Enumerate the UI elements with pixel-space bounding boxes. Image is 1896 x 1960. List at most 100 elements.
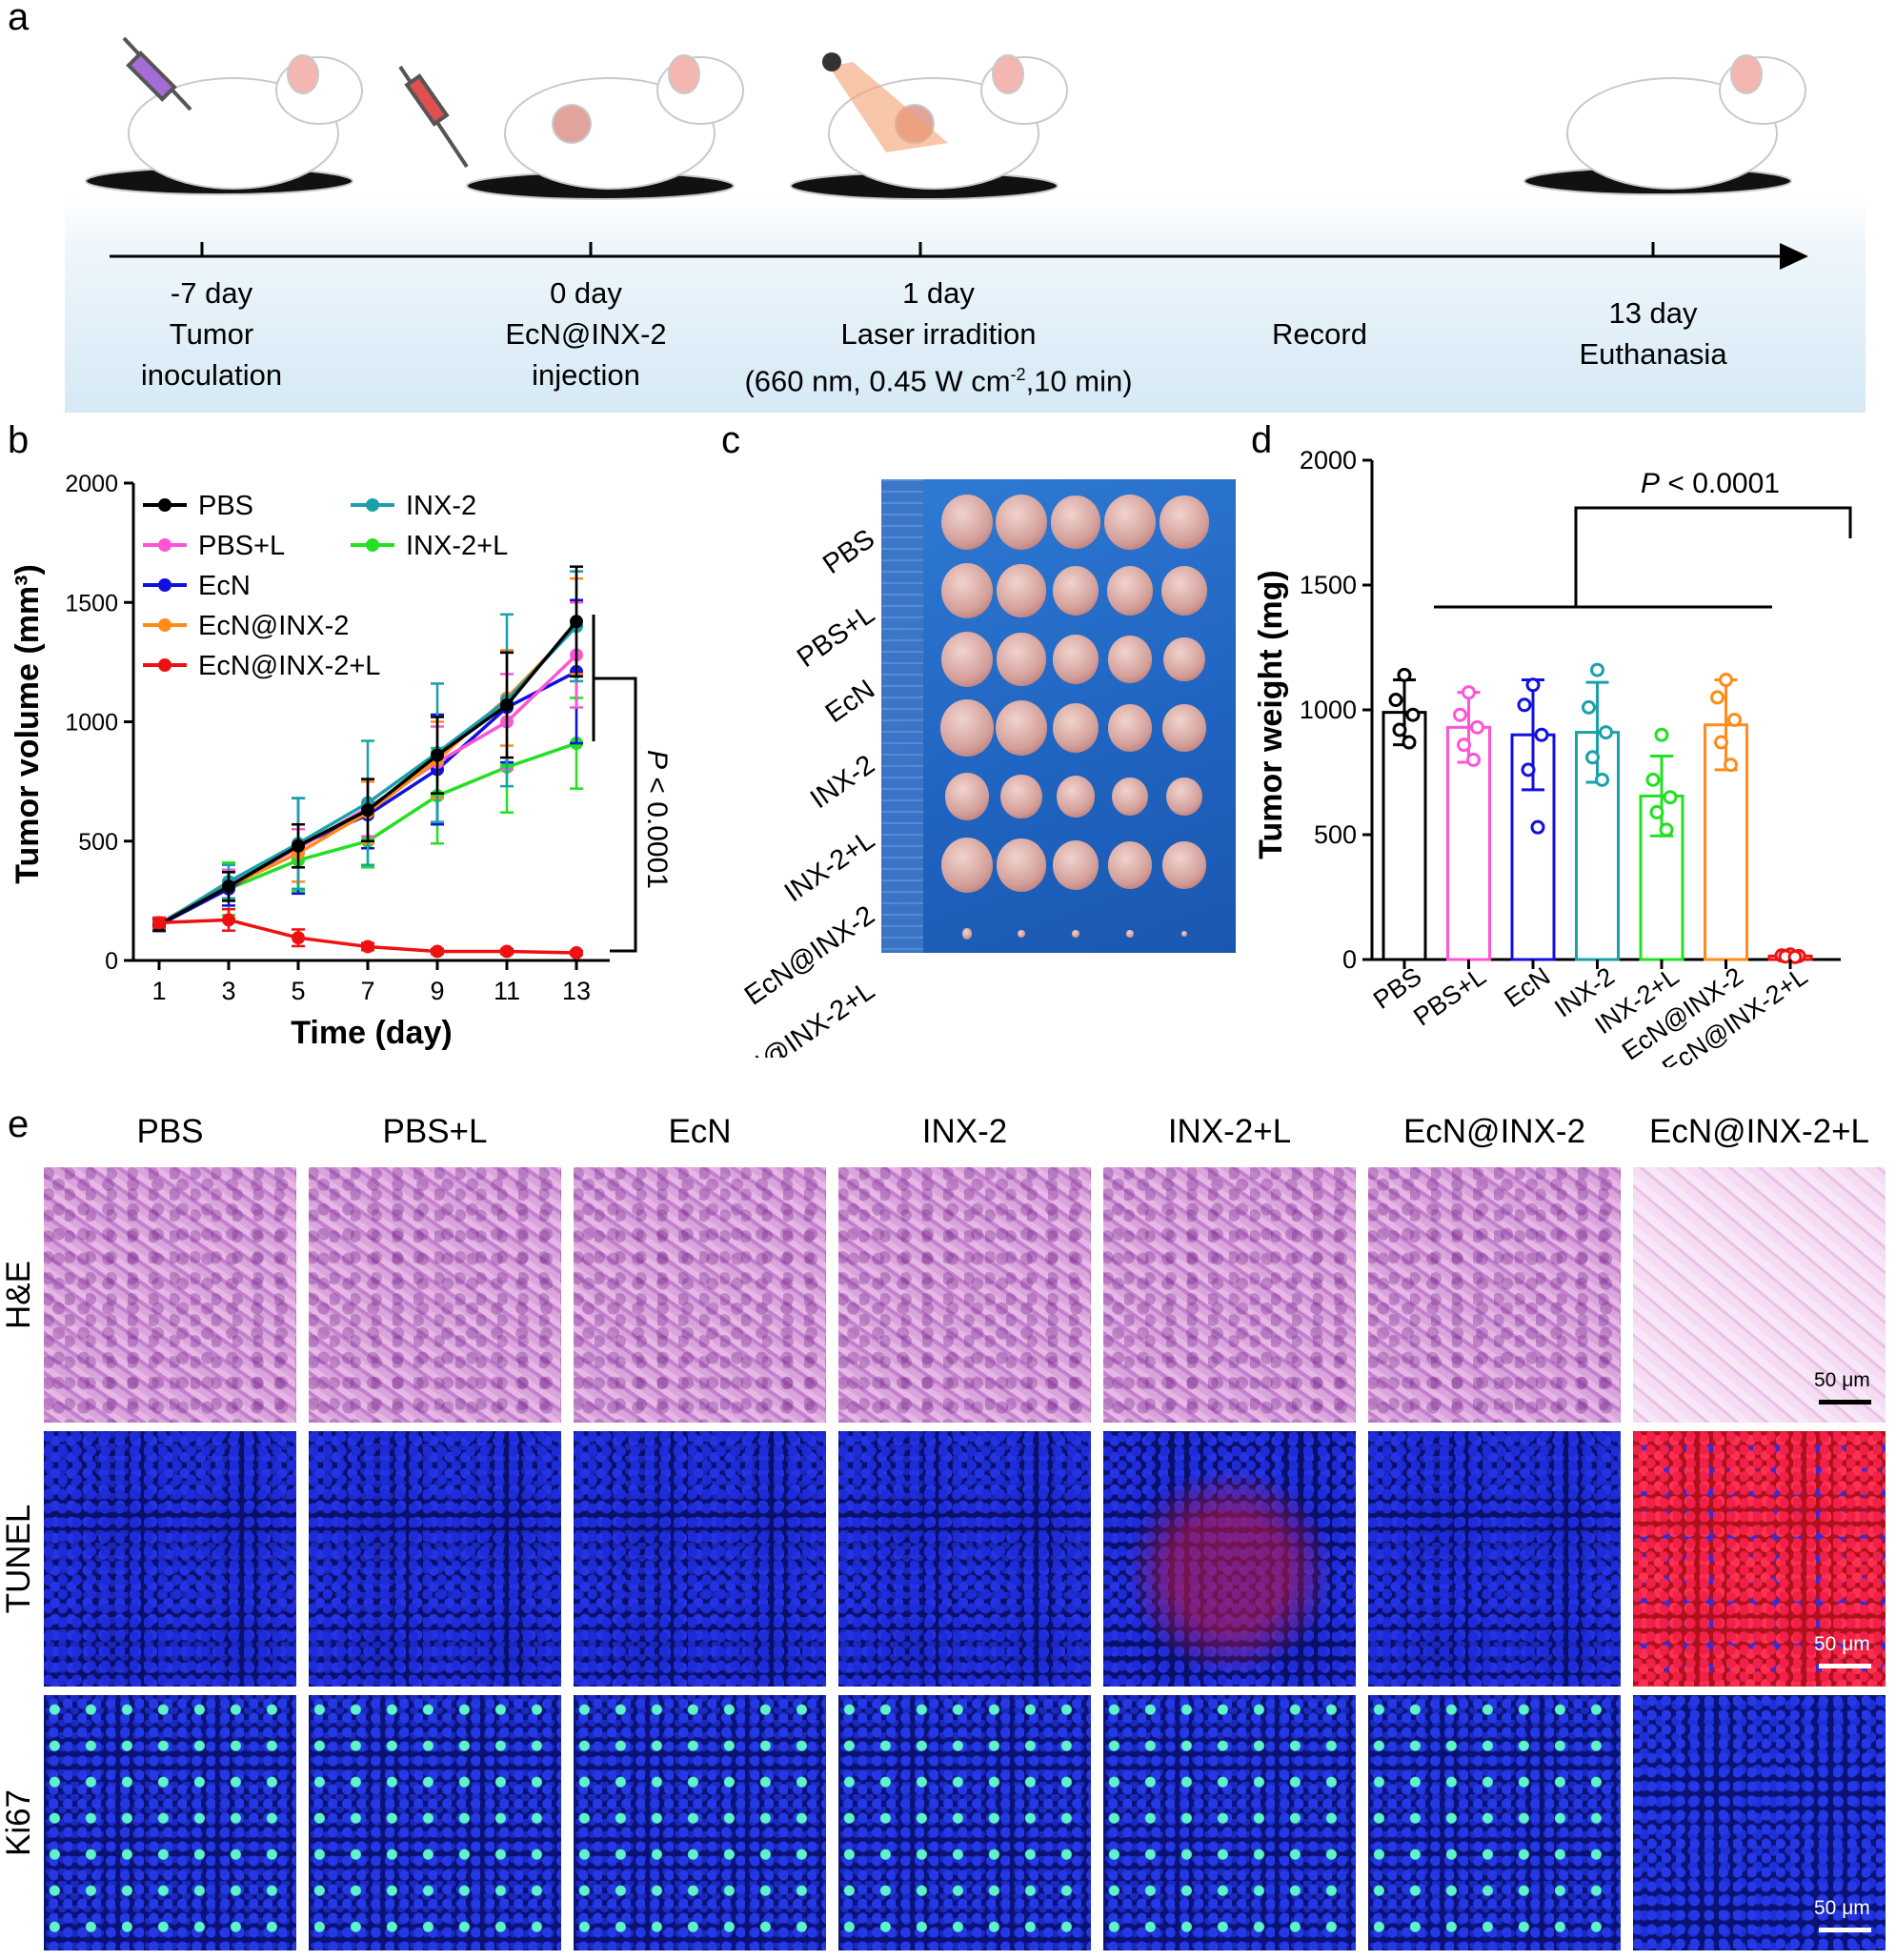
syringe-icon-1 bbox=[122, 36, 192, 111]
tumor-sample bbox=[941, 495, 993, 550]
y-tick-label: 500 bbox=[78, 829, 118, 856]
histology-image bbox=[1103, 1167, 1356, 1423]
histology-column-title: EcN@INX-2+L bbox=[1648, 1113, 1870, 1150]
y-tick-label: 1500 bbox=[1300, 571, 1357, 599]
tumor-sample bbox=[1104, 495, 1156, 550]
scale-bar bbox=[1819, 1664, 1871, 1668]
legend-label: INX-2 bbox=[406, 491, 476, 521]
data-point bbox=[1534, 727, 1549, 742]
tumor-sample bbox=[1106, 565, 1154, 616]
tumor-sample bbox=[1180, 930, 1188, 938]
data-point bbox=[1787, 949, 1803, 964]
histology-image bbox=[838, 1695, 1091, 1950]
x-tick-label: 3 bbox=[221, 977, 235, 1005]
data-point bbox=[500, 697, 514, 712]
data-point bbox=[1595, 772, 1609, 787]
bar-group-PBS+L bbox=[1446, 685, 1491, 961]
timeline-event-0: 0 day EcN@INX-2 injection bbox=[505, 276, 667, 392]
tumor-sample bbox=[941, 632, 993, 687]
histology-image bbox=[1633, 1431, 1886, 1687]
tumor-sample bbox=[1052, 702, 1099, 754]
p-value-label: P < 0.0001 bbox=[641, 750, 673, 889]
photo-row-label: EcN bbox=[820, 675, 880, 730]
histology-image bbox=[1633, 1695, 1886, 1950]
y-tick-label: 1000 bbox=[1300, 696, 1357, 724]
tumor-sample bbox=[1056, 776, 1096, 818]
histology-column-title: EcN bbox=[668, 1113, 732, 1150]
data-point bbox=[1599, 725, 1613, 740]
scale-bar-label: 50 μm bbox=[1814, 1897, 1870, 1919]
histology-column-title: INX-2+L bbox=[1167, 1113, 1292, 1150]
data-point bbox=[1724, 758, 1738, 773]
photo-row-label: PBS bbox=[817, 524, 880, 580]
timeline-event-minus7: -7 day Tumor inoculation bbox=[140, 276, 283, 392]
laser-icon bbox=[822, 52, 948, 152]
scale-bar bbox=[1819, 1928, 1871, 1932]
histology-image bbox=[309, 1431, 561, 1687]
data-point bbox=[1388, 693, 1403, 708]
legend-marker bbox=[158, 578, 171, 592]
tumor-sample bbox=[1166, 777, 1202, 817]
histology-image bbox=[838, 1167, 1091, 1423]
legend-label: INX-2+L bbox=[406, 531, 508, 561]
x-tick-label: EcN bbox=[1499, 961, 1555, 1013]
photo-row-label: INX-2 bbox=[805, 750, 880, 816]
histology-image bbox=[1368, 1167, 1621, 1423]
data-point bbox=[1405, 707, 1421, 722]
data-point bbox=[1530, 819, 1545, 835]
y-axis-label: Tumor volume (mm³) bbox=[10, 564, 46, 884]
histology-image bbox=[1633, 1167, 1886, 1423]
histology-image bbox=[574, 1167, 826, 1423]
histology-column-title: INX-2 bbox=[921, 1113, 1008, 1150]
bar-group-EcN@INX-2+L bbox=[1767, 947, 1813, 964]
tumor-sample bbox=[1112, 777, 1148, 817]
timeline-event-record: Record bbox=[1272, 317, 1367, 351]
tumor-sample bbox=[1017, 929, 1026, 939]
bracket bbox=[594, 677, 637, 953]
histology-row-title: Ki67 bbox=[0, 1788, 37, 1857]
data-point bbox=[1525, 677, 1541, 693]
data-point bbox=[1462, 685, 1476, 700]
syringe-icon-2 bbox=[398, 65, 469, 169]
data-point bbox=[1402, 735, 1417, 750]
timeline-event-13: 13 day Euthanasia bbox=[1579, 296, 1727, 371]
mouse-4 bbox=[1523, 54, 1806, 195]
data-point bbox=[570, 615, 583, 629]
data-point bbox=[1470, 719, 1484, 735]
y-tick-label: 1500 bbox=[65, 590, 118, 616]
histology-image bbox=[1368, 1431, 1621, 1687]
legend-marker bbox=[158, 538, 171, 552]
histology-column-title: PBS bbox=[136, 1113, 204, 1150]
timeline-illustration bbox=[85, 36, 1808, 270]
histology-image bbox=[309, 1167, 561, 1423]
scale-bar-label: 50 μm bbox=[1814, 1633, 1870, 1655]
histology-row-title: H&E bbox=[0, 1261, 37, 1329]
legend-marker bbox=[158, 658, 171, 672]
data-point bbox=[1649, 804, 1664, 819]
timeline-arrowhead bbox=[1780, 243, 1808, 270]
y-tick-label: 0 bbox=[1342, 945, 1357, 974]
tumor-sample bbox=[939, 698, 995, 758]
tumor-sample bbox=[1162, 704, 1206, 752]
tumor-sample bbox=[1126, 930, 1134, 938]
data-point bbox=[1645, 772, 1661, 787]
ruler bbox=[881, 479, 923, 953]
data-point bbox=[500, 944, 514, 959]
data-point bbox=[152, 916, 166, 930]
tumor-sample bbox=[941, 563, 993, 618]
tumor-sample bbox=[996, 700, 1047, 756]
tumor-sample bbox=[997, 633, 1046, 686]
histology-image bbox=[44, 1695, 296, 1950]
histology-row-title: TUNEL bbox=[0, 1504, 37, 1614]
data-point bbox=[1397, 667, 1412, 682]
data-point bbox=[292, 839, 305, 853]
data-point bbox=[361, 940, 374, 954]
x-tick-label: 1 bbox=[151, 977, 166, 1005]
histology-image bbox=[1103, 1431, 1356, 1687]
histology-image bbox=[574, 1431, 826, 1687]
tumor-sample bbox=[945, 773, 989, 820]
legend-marker bbox=[366, 538, 379, 552]
panel-letter-b: b bbox=[8, 419, 30, 461]
legend-label: PBS bbox=[198, 491, 253, 521]
